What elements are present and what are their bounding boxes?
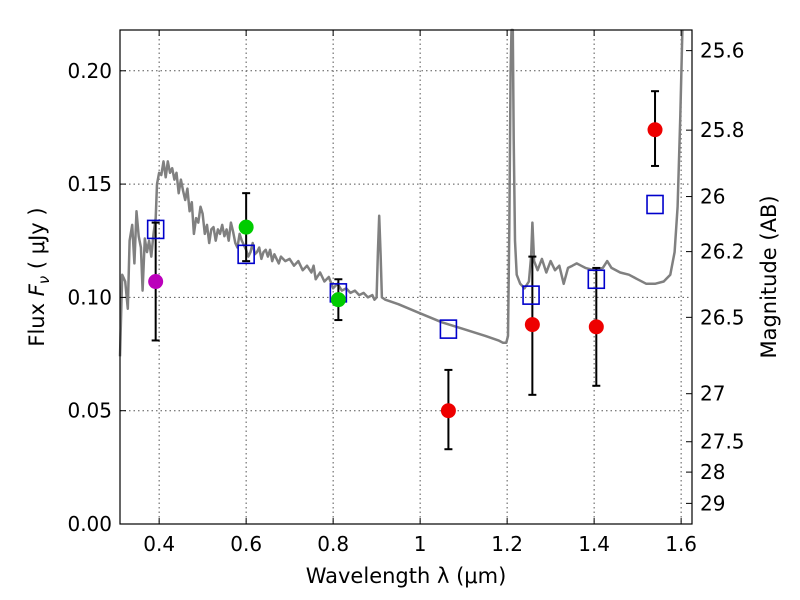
model-photometry-square (439, 319, 458, 339)
axis-ticks (120, 30, 692, 525)
x-tick-label: 0.6 (230, 532, 262, 556)
x-tick-label: 0.8 (317, 532, 349, 556)
model-sed-series (118, 28, 684, 357)
y-axis-title-symbol: F (25, 283, 49, 296)
magnitude-tick-label: 26 (700, 185, 725, 209)
model-sed-line (118, 28, 684, 357)
y-tick-label: 0.15 (67, 172, 112, 196)
plot-frame (119, 29, 693, 525)
red-data-point (647, 122, 663, 138)
model-photometry-square (237, 244, 255, 265)
magnitude-tick-label: 27.5 (700, 430, 745, 454)
model-photometry-square (587, 269, 606, 290)
y-tick-label: 0.10 (67, 285, 112, 309)
x-tick-label: 0.4 (143, 532, 175, 556)
data-markers (146, 122, 664, 419)
red-data-point (524, 317, 540, 333)
y-axis-title-subscript: ν (35, 276, 53, 284)
x-axis-title: Wavelength λ (μm) (306, 564, 507, 588)
magnitude-tick-label: 26.2 (700, 240, 745, 264)
y-axis-title-prefix: Flux (25, 296, 49, 346)
magnitude-tick-label: 25.8 (700, 118, 745, 142)
x-tick-label: 1 (414, 532, 427, 556)
y-tick-label: 0.00 (67, 512, 112, 536)
magnitude-tick-label: 27 (700, 382, 725, 406)
y-axis-title-suffix: ( μJy ) (25, 207, 49, 275)
y-axis-title: Flux Fν ( μJy ) (25, 207, 53, 346)
right-axis-title: Magnitude (AB) (757, 195, 781, 358)
y-tick-label: 0.20 (67, 59, 112, 83)
model-photometry-square (146, 219, 165, 240)
x-tick-label: 1.2 (491, 532, 523, 556)
magnitude-tick-label: 28 (700, 460, 725, 484)
x-tick-label: 1.4 (578, 532, 610, 556)
model-photometry-square (646, 194, 664, 215)
model-photometry-square (522, 285, 540, 305)
magnitude-tick-label: 26.5 (700, 305, 745, 329)
purple-data-point (148, 274, 164, 290)
tick-labels: 0.4 0.6 0.8 1 1.2 1.4 1.6 0.00 0.05 0.10 0.15 0.20 2… (67, 39, 744, 556)
green-data-point (330, 292, 346, 308)
y-tick-label: 0.05 (67, 399, 112, 423)
magnitude-tick-label: 25.6 (700, 39, 745, 63)
red-data-point (440, 403, 456, 419)
green-data-point (238, 219, 254, 235)
x-tick-label: 1.6 (665, 532, 697, 556)
red-data-point (588, 319, 604, 335)
magnitude-tick-label: 29 (700, 491, 725, 515)
